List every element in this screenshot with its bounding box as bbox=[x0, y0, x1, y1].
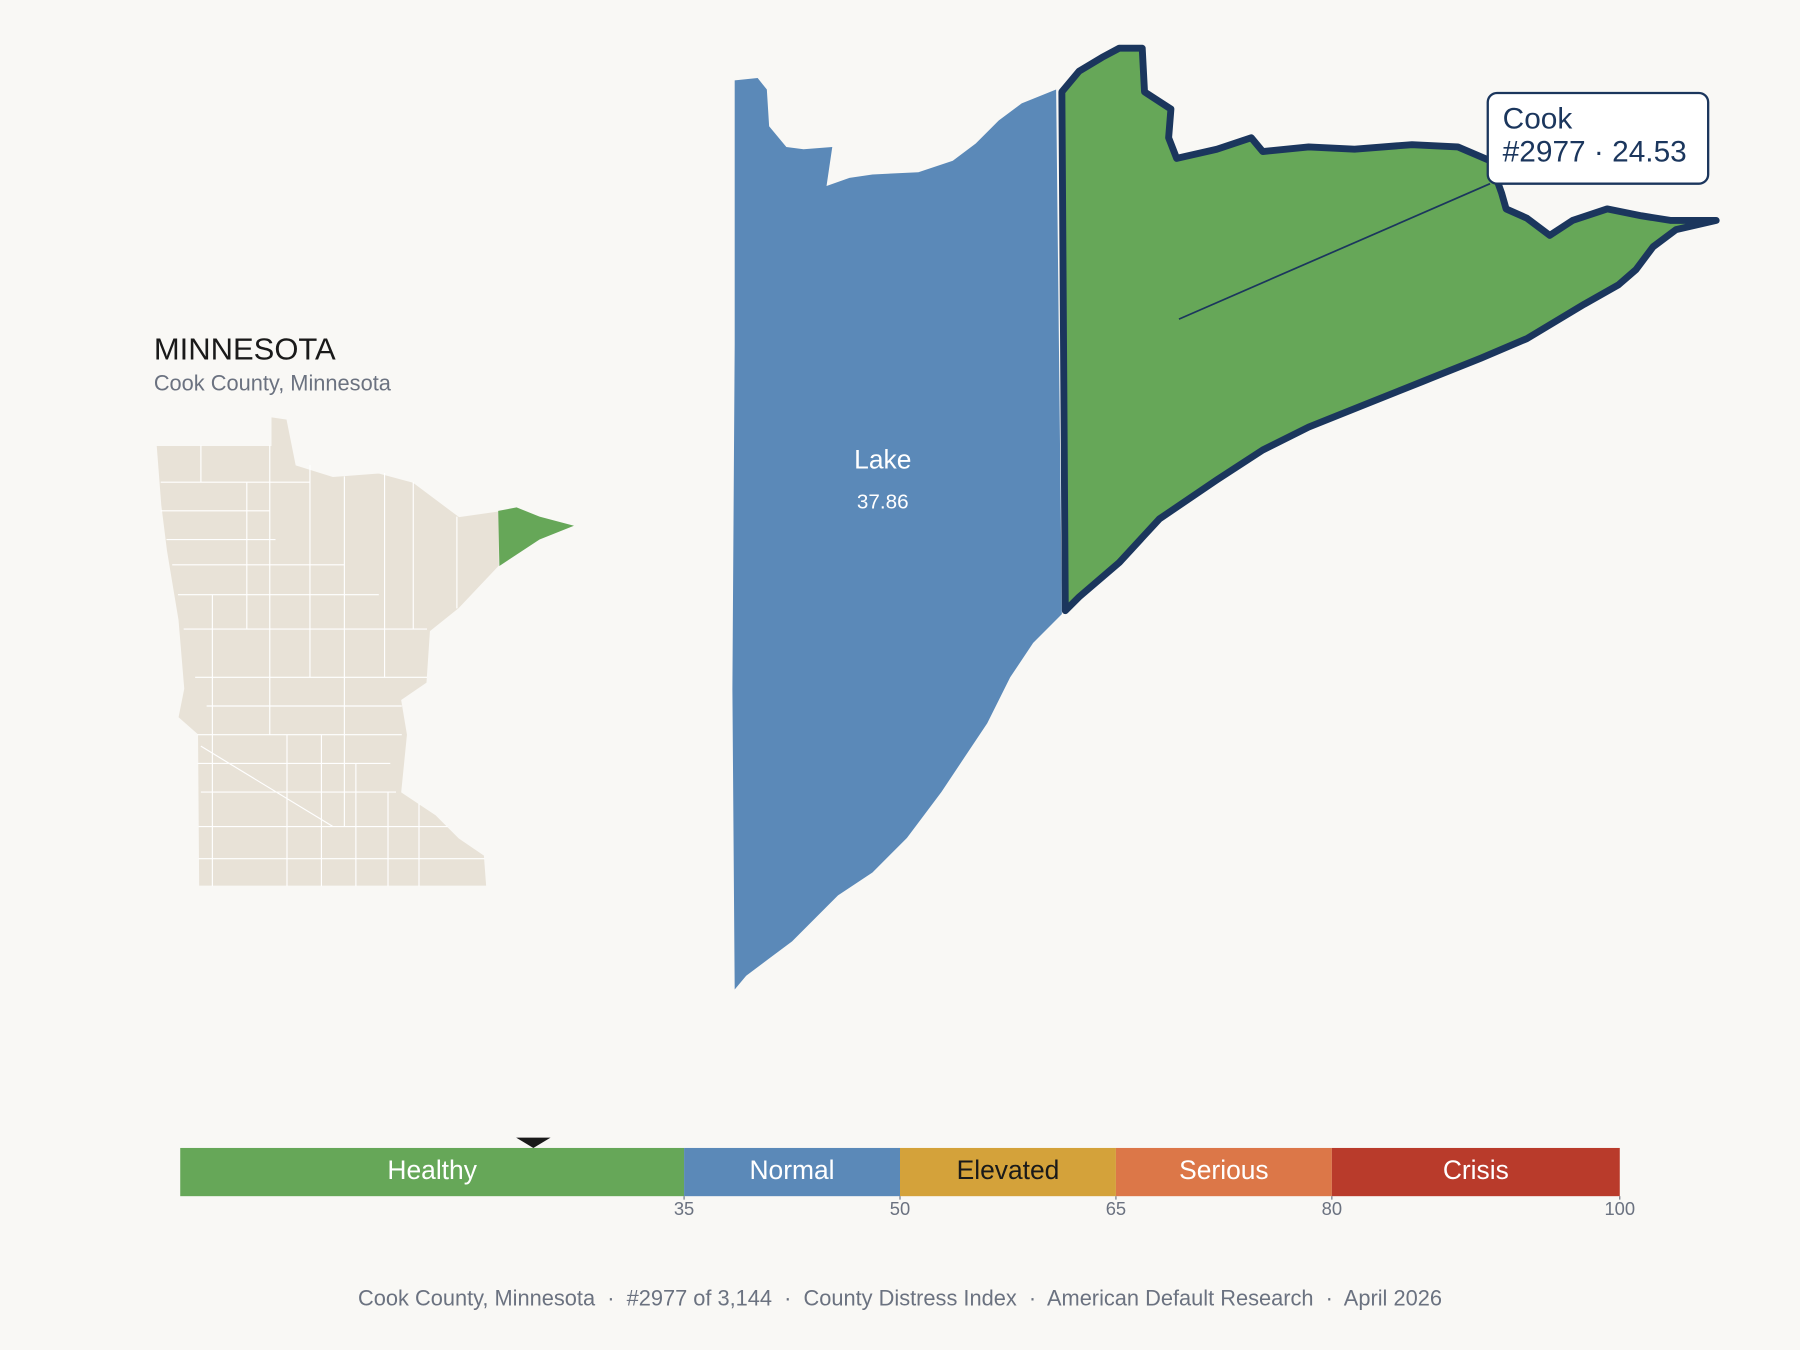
county-region[interactable] bbox=[732, 78, 1062, 990]
region-map: Lake 37.86 Cook #2977 · 24.53 bbox=[732, 44, 1720, 990]
band-label: Serious bbox=[1179, 1155, 1268, 1185]
band-label: Crisis bbox=[1443, 1155, 1509, 1185]
scale-band bbox=[1331, 1147, 1620, 1197]
tooltip-value: #2977 · 24.53 bbox=[1503, 136, 1687, 169]
scale-band bbox=[1115, 1147, 1332, 1197]
subtitle: Cook County, Minnesota bbox=[154, 370, 392, 395]
scale-tick-label: 80 bbox=[1322, 1198, 1342, 1219]
scale-tick-label: 100 bbox=[1604, 1198, 1635, 1219]
scale-band bbox=[684, 1147, 900, 1197]
score-marker bbox=[516, 1137, 551, 1148]
band-label: Elevated bbox=[957, 1155, 1060, 1185]
county-lines bbox=[160, 445, 485, 887]
selected-county-region[interactable] bbox=[1058, 44, 1720, 615]
region-label: Lake bbox=[854, 444, 911, 474]
scale-tick-label: 65 bbox=[1106, 1198, 1126, 1219]
scale-band bbox=[900, 1147, 1116, 1197]
band-label: Normal bbox=[750, 1155, 835, 1185]
tooltip-leader bbox=[1178, 182, 1491, 320]
band-label: Healthy bbox=[387, 1155, 477, 1185]
tooltip-title: Cook bbox=[1503, 102, 1573, 135]
distress-scale: Healthy Normal Elevated Serious Crisis 35 50 65… bbox=[180, 1137, 1635, 1219]
footer: Cook County, Minnesota · #2977 of 3,144 … bbox=[358, 1285, 1442, 1310]
scale-band bbox=[180, 1147, 685, 1197]
scale-tick-label: 50 bbox=[890, 1198, 910, 1219]
state-title: MINNESOTA bbox=[154, 331, 336, 366]
tooltip-box bbox=[1486, 91, 1710, 185]
region-value: 37.86 bbox=[857, 490, 909, 513]
minimap-highlight bbox=[498, 507, 574, 566]
scale-tick-label: 35 bbox=[674, 1198, 694, 1219]
state-minimap bbox=[155, 416, 574, 887]
